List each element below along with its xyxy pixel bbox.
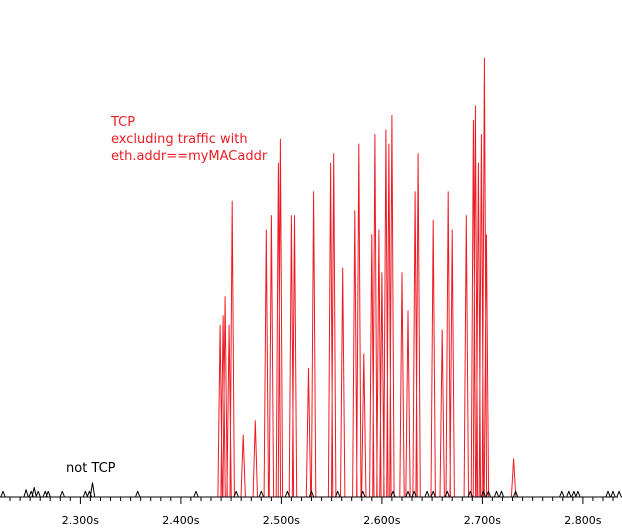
x-tick-label: 2.800s — [564, 514, 601, 527]
x-tick-label: 2.400s — [162, 514, 199, 527]
x-tick-label: 2.600s — [363, 514, 400, 527]
x-axis-ticks — [9, 497, 614, 504]
not-tcp-annotation: not TCP — [66, 461, 116, 476]
x-tick-label: 2.300s — [62, 514, 99, 527]
x-axis-tick-labels: 2.300s 2.400s 2.500s 2.600s 2.700s 2.800s — [62, 514, 602, 527]
tcp-annotation-line-1: TCP — [110, 115, 135, 130]
x-tick-label: 2.700s — [464, 514, 501, 527]
plot-area — [0, 57, 622, 498]
tcp-annotation-line-2: excluding traffic with — [111, 132, 248, 147]
tcp-annotation-line-3: eth.addr==myMACaddr — [111, 149, 268, 164]
tcp-annotation: TCP excluding traffic with eth.addr==myM… — [110, 115, 268, 164]
series-line-0 — [217, 57, 517, 498]
x-tick-label: 2.500s — [263, 514, 300, 527]
